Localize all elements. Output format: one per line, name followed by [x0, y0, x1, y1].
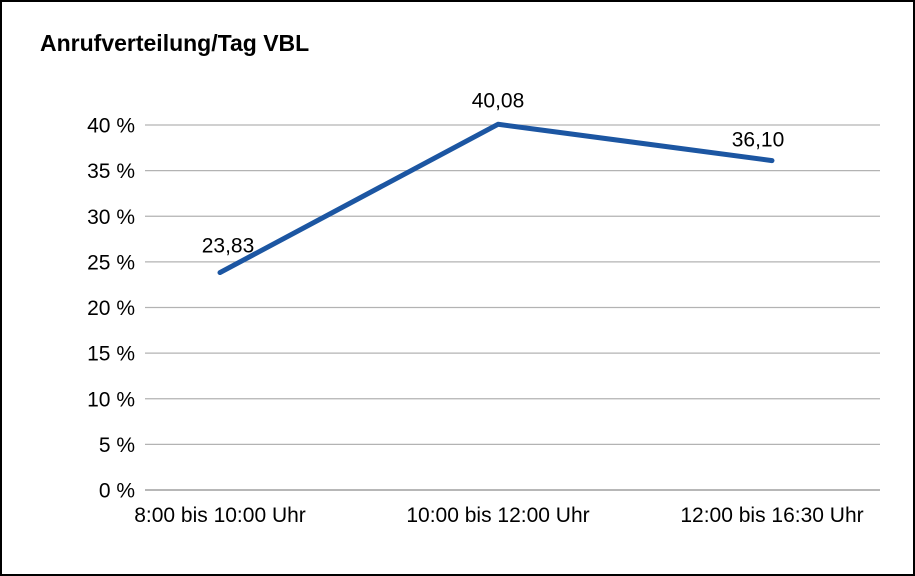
x-tick-label: 10:00 bis 12:00 Uhr	[406, 504, 589, 527]
data-point-label: 36,10	[732, 129, 785, 152]
y-tick-label: 40 %	[87, 115, 135, 138]
chart-title: Anrufverteilung/Tag VBL	[40, 30, 310, 56]
y-tick-label: 30 %	[87, 206, 135, 229]
data-point-label: 23,83	[202, 235, 255, 258]
x-tick-label: 8:00 bis 10:00 Uhr	[134, 504, 306, 527]
y-tick-label: 10 %	[87, 388, 135, 411]
y-tick-label: 0 %	[99, 480, 135, 503]
series-line	[217, 121, 775, 276]
data-point-label: 40,08	[472, 89, 525, 112]
y-tick-label: 20 %	[87, 297, 135, 320]
y-tick-label: 15 %	[87, 343, 135, 366]
y-tick-label: 35 %	[87, 160, 135, 183]
y-tick-label: 5 %	[99, 434, 135, 457]
y-tick-label: 25 %	[87, 251, 135, 274]
x-tick-label: 12:00 bis 16:30 Uhr	[680, 504, 863, 527]
